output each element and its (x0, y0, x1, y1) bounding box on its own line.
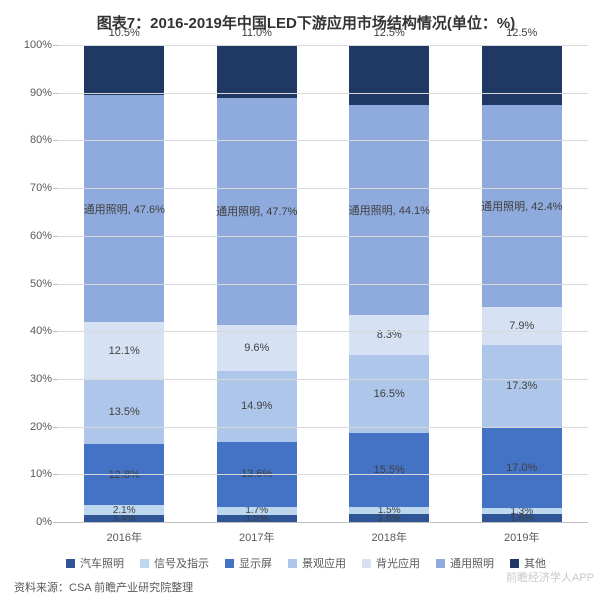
legend-swatch (436, 559, 445, 568)
gridline (58, 188, 588, 189)
bar-segment: 通用照明, 47.7% (217, 98, 297, 326)
y-axis-label: 10% (14, 468, 52, 480)
y-axis-tick (53, 427, 58, 428)
y-axis-label: 20% (14, 421, 52, 433)
legend-label: 景观应用 (302, 555, 346, 571)
segment-value-label: 1.7% (245, 505, 268, 516)
x-axis-category: 2016年 (84, 529, 164, 545)
segment-value-label: 17.0% (506, 462, 537, 474)
bar-segment: 1.5% (349, 507, 429, 514)
x-axis-category: 2018年 (349, 529, 429, 545)
chart-plot-area: 1.4%2.1%12.8%13.5%12.1%通用照明, 47.6%10.5%1… (58, 45, 588, 523)
y-axis-tick (53, 474, 58, 475)
gridline (58, 474, 588, 475)
x-axis-category: 2019年 (482, 529, 562, 545)
gridline (58, 93, 588, 94)
segment-value-label: 17.3% (506, 380, 537, 392)
bar-segment: 17.0% (482, 427, 562, 508)
legend-swatch (288, 559, 297, 568)
legend-item: 景观应用 (288, 555, 346, 571)
y-axis-label: 50% (14, 278, 52, 290)
x-axis-category: 2017年 (217, 529, 297, 545)
bar-segment: 1.7% (217, 507, 297, 515)
y-axis-label: 30% (14, 373, 52, 385)
bar-segment: 2.1% (84, 505, 164, 515)
y-axis-tick (53, 140, 58, 141)
bar-segment: 7.9% (482, 307, 562, 345)
y-axis-tick (53, 93, 58, 94)
legend-label: 显示屏 (239, 555, 272, 571)
segment-value-label: 7.9% (509, 320, 534, 332)
bar-segment: 通用照明, 47.6% (84, 95, 164, 322)
segment-value-label: 通用照明, 42.4% (481, 198, 562, 214)
bar-segment (482, 45, 562, 105)
bar-segment: 8.3% (349, 315, 429, 355)
y-axis-tick (53, 379, 58, 380)
bar-segment: 1.6% (349, 514, 429, 522)
gridline (58, 427, 588, 428)
segment-value-label: 14.9% (241, 400, 272, 412)
legend-label: 背光应用 (376, 555, 420, 571)
y-axis-label: 0% (14, 516, 52, 528)
gridline (58, 284, 588, 285)
y-axis-label: 80% (14, 134, 52, 146)
segment-value-label: 2.1% (113, 505, 136, 516)
bar-segment: 1.6% (482, 514, 562, 522)
y-axis-tick (53, 284, 58, 285)
bar-segment: 17.3% (482, 345, 562, 428)
gridline (58, 379, 588, 380)
segment-value-label: 通用照明, 47.7% (216, 203, 297, 219)
legend-swatch (225, 559, 234, 568)
legend-swatch (362, 559, 371, 568)
y-axis-tick (53, 45, 58, 46)
segment-value-label: 16.5% (374, 388, 405, 400)
gridline (58, 140, 588, 141)
y-axis-label: 70% (14, 182, 52, 194)
bar-segment: 15.5% (349, 433, 429, 507)
y-axis-label: 40% (14, 325, 52, 337)
legend-item: 信号及指示 (140, 555, 209, 571)
bar-segment (84, 45, 164, 95)
segment-value-label: 9.6% (244, 342, 269, 354)
y-axis-label: 90% (14, 87, 52, 99)
bar-segment: 13.5% (84, 380, 164, 444)
legend-swatch (140, 559, 149, 568)
y-axis-label: 60% (14, 230, 52, 242)
legend-item: 显示屏 (225, 555, 272, 571)
segment-value-label: 通用照明, 47.6% (84, 201, 165, 217)
gridline (58, 236, 588, 237)
bar-top-label: 10.5% (84, 27, 164, 39)
bar-top-label: 12.5% (482, 27, 562, 39)
legend-label: 汽车照明 (80, 555, 124, 571)
watermark-text: 前瞻经济学人APP (506, 569, 594, 585)
y-axis-label: 100% (14, 39, 52, 51)
legend-item: 通用照明 (436, 555, 494, 571)
bar-top-label: 12.5% (349, 27, 429, 39)
bar-segment: 通用照明, 42.4% (482, 105, 562, 307)
legend-swatch (510, 559, 519, 568)
legend-label: 信号及指示 (154, 555, 209, 571)
bar-segment (217, 45, 297, 97)
x-axis-labels: 2016年 2017年 2018年 2019年 (58, 529, 588, 545)
segment-value-label: 13.5% (109, 406, 140, 418)
bar-segment: 16.5% (349, 355, 429, 434)
bar-segment: 1.4% (84, 515, 164, 522)
bar-segment: 1.5% (217, 515, 297, 522)
y-axis-tick (53, 522, 58, 523)
legend-swatch (66, 559, 75, 568)
legend-item: 背光应用 (362, 555, 420, 571)
segment-value-label: 12.1% (109, 345, 140, 357)
bar-segment: 1.3% (482, 508, 562, 514)
y-axis-tick (53, 331, 58, 332)
bar-segment (349, 45, 429, 105)
legend-label: 通用照明 (450, 555, 494, 571)
legend-item: 汽车照明 (66, 555, 124, 571)
y-axis-tick (53, 188, 58, 189)
y-axis-tick (53, 236, 58, 237)
gridline (58, 331, 588, 332)
bar-top-label: 11.0% (217, 27, 297, 39)
bar-segment: 14.9% (217, 371, 297, 442)
segment-value-label: 通用照明, 44.1% (349, 202, 430, 218)
gridline (58, 45, 588, 46)
